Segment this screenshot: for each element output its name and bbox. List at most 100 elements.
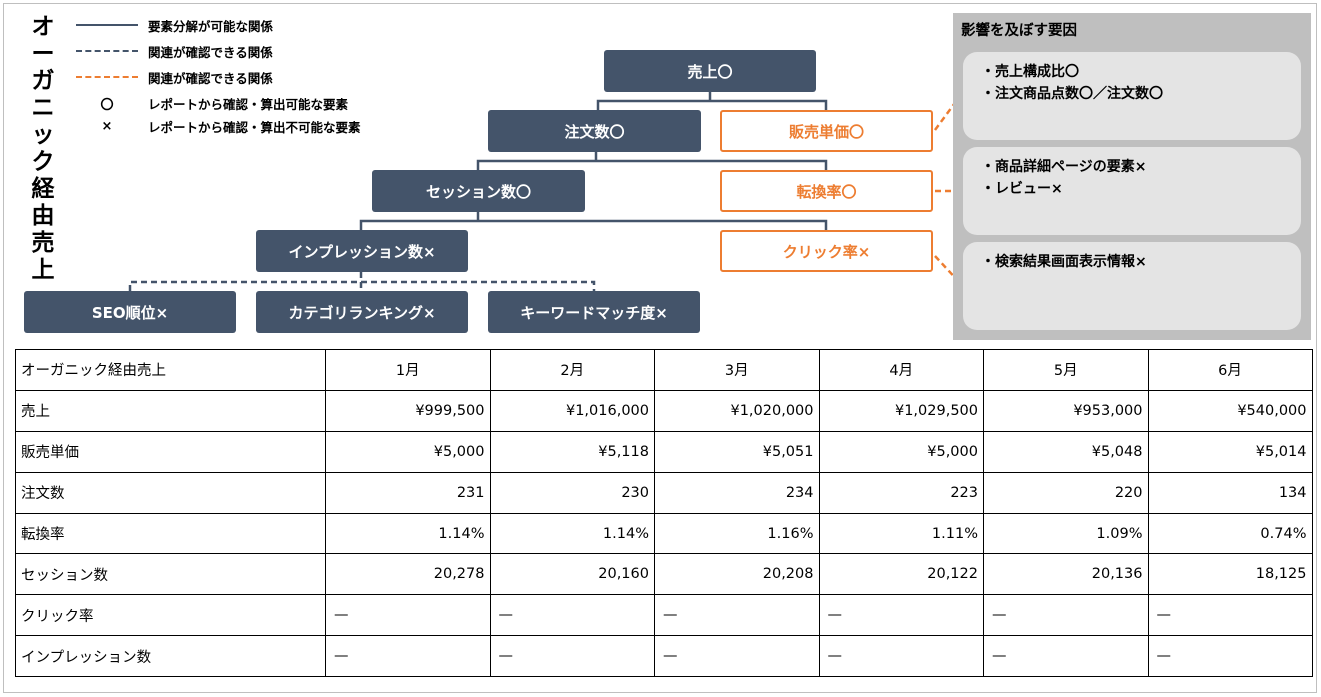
legend-item-available: 〇 レポートから確認・算出可能な要素 <box>76 92 348 114</box>
table-cell: — <box>1147 594 1313 637</box>
node-sessions: セッション数〇 <box>372 170 585 212</box>
table-cell: ¥1,029,500 <box>818 389 984 432</box>
legend-item-unavailable: × レポートから確認・算出不可能な要素 <box>76 115 361 137</box>
table-cell: 20,122 <box>818 553 984 596</box>
table-cell: 234 <box>654 471 820 514</box>
table-cell: 1.14% <box>325 512 491 555</box>
cross-symbol-icon: × <box>101 118 113 134</box>
column-header: 3月 <box>654 349 820 391</box>
table-row: セッション数 20,278 20,160 20,208 20,122 20,13… <box>15 553 1313 596</box>
column-header: 5月 <box>983 349 1149 391</box>
column-header: 6月 <box>1147 349 1313 391</box>
legend-item-related-orange: 関連が確認できる関係 <box>76 66 273 88</box>
table-cell: ¥5,118 <box>489 430 655 473</box>
table-cell: ¥999,500 <box>325 389 491 432</box>
table-cell: 20,208 <box>654 553 820 596</box>
factor-item: ・注文商品点数〇／注文数〇 <box>981 86 1163 102</box>
table-cell: — <box>818 635 984 678</box>
column-header: 1月 <box>325 349 491 391</box>
table-cell: ¥5,051 <box>654 430 820 473</box>
table-cell: 20,136 <box>983 553 1149 596</box>
table-cell: ¥953,000 <box>983 389 1149 432</box>
factor-box-ctr: ・検索結果画面表示情報× <box>963 242 1301 330</box>
row-label: セッション数 <box>15 553 326 596</box>
table-cell: 220 <box>983 471 1149 514</box>
legend-label: 関連が確認できる関係 <box>148 44 273 60</box>
dashed-line-icon <box>76 50 138 52</box>
legend-item-decomposable: 要素分解が可能な関係 <box>76 14 273 36</box>
legend-label: レポートから確認・算出不可能な要素 <box>148 119 361 135</box>
table-cell: 1.14% <box>489 512 655 555</box>
table-cell: 0.74% <box>1147 512 1313 555</box>
table-row: 注文数 231 230 234 223 220 134 <box>15 471 1313 514</box>
row-label: インプレッション数 <box>15 635 326 678</box>
factor-box-unit-price: ・売上構成比〇 ・注文商品点数〇／注文数〇 <box>963 52 1301 140</box>
factor-item: ・検索結果画面表示情報× <box>981 254 1147 270</box>
factor-item: ・商品詳細ページの要素× <box>981 159 1147 175</box>
legend-label: レポートから確認・算出可能な要素 <box>148 96 349 112</box>
column-header: 4月 <box>818 349 984 391</box>
node-impressions: インプレッション数× <box>256 230 468 272</box>
table-cell: ¥5,048 <box>983 430 1149 473</box>
table-row: 販売単価 ¥5,000 ¥5,118 ¥5,051 ¥5,000 ¥5,048 … <box>15 430 1313 473</box>
connector-sessions-branch <box>359 219 828 230</box>
table-row: 転換率 1.14% 1.14% 1.16% 1.11% 1.09% 0.74% <box>15 512 1313 555</box>
row-label: 販売単価 <box>15 430 326 473</box>
table-cell: — <box>983 635 1149 678</box>
factors-panel: 影響を及ぼす要因 ・売上構成比〇 ・注文商品点数〇／注文数〇 ・商品詳細ページの… <box>953 13 1311 340</box>
table-cell: — <box>325 635 491 678</box>
table-cell: 1.09% <box>983 512 1149 555</box>
node-ctr: クリック率× <box>720 230 933 272</box>
node-seo-rank: SEO順位× <box>24 291 236 333</box>
table-cell: 134 <box>1147 471 1313 514</box>
connector-sales-branch <box>596 99 828 110</box>
orange-dashed-line-icon <box>76 76 138 78</box>
node-orders: 注文数〇 <box>488 110 701 152</box>
table-cell: ¥540,000 <box>1147 389 1313 432</box>
table-cell: — <box>489 635 655 678</box>
factor-item: ・売上構成比〇 <box>981 64 1079 80</box>
monthly-data-table: オーガニック経由売上 1月 2月 3月 4月 5月 6月 売上 ¥999,500… <box>15 349 1313 678</box>
table-cell: 1.11% <box>818 512 984 555</box>
table-cell: ¥5,000 <box>818 430 984 473</box>
table-cell: 231 <box>325 471 491 514</box>
factor-item: ・レビュー× <box>981 181 1063 197</box>
factors-title: 影響を及ぼす要因 <box>961 23 1077 39</box>
node-sales: 売上〇 <box>604 50 816 92</box>
legend-item-related-dark: 関連が確認できる関係 <box>76 40 273 62</box>
row-label: クリック率 <box>15 594 326 637</box>
table-cell: ¥1,016,000 <box>489 389 655 432</box>
table-cell: — <box>654 635 820 678</box>
row-label: 売上 <box>15 389 326 432</box>
factor-box-cvr: ・商品詳細ページの要素× ・レビュー× <box>963 147 1301 235</box>
column-header: オーガニック経由売上 <box>15 349 326 391</box>
table-cell: 1.16% <box>654 512 820 555</box>
side-title: オーガニック経由売上 <box>31 14 55 283</box>
table-cell: — <box>818 594 984 637</box>
table-header-row: オーガニック経由売上 1月 2月 3月 4月 5月 6月 <box>15 349 1313 391</box>
table-cell: ¥5,000 <box>325 430 491 473</box>
legend-label: 関連が確認できる関係 <box>148 70 273 86</box>
table-row: クリック率 — — — — — — <box>15 594 1313 637</box>
row-label: 注文数 <box>15 471 326 514</box>
node-cvr: 転換率〇 <box>720 170 933 212</box>
solid-line-icon <box>76 24 138 26</box>
table-cell: 18,125 <box>1147 553 1313 596</box>
table-cell: 223 <box>818 471 984 514</box>
connector-orders-branch <box>476 159 828 170</box>
table-cell: — <box>654 594 820 637</box>
table-cell: ¥1,020,000 <box>654 389 820 432</box>
table-cell: — <box>489 594 655 637</box>
table-cell: — <box>1147 635 1313 678</box>
table-cell: 20,160 <box>489 553 655 596</box>
table-cell: 20,278 <box>325 553 491 596</box>
table-row: インプレッション数 — — — — — — <box>15 635 1313 678</box>
node-keyword-match: キーワードマッチ度× <box>488 291 700 333</box>
row-label: 転換率 <box>15 512 326 555</box>
node-unit-price: 販売単価〇 <box>720 110 933 152</box>
table-row: 売上 ¥999,500 ¥1,016,000 ¥1,020,000 ¥1,029… <box>15 389 1313 432</box>
table-cell: 230 <box>489 471 655 514</box>
circle-symbol-icon: 〇 <box>100 97 114 113</box>
table-cell: — <box>983 594 1149 637</box>
slide-frame <box>3 3 1317 693</box>
